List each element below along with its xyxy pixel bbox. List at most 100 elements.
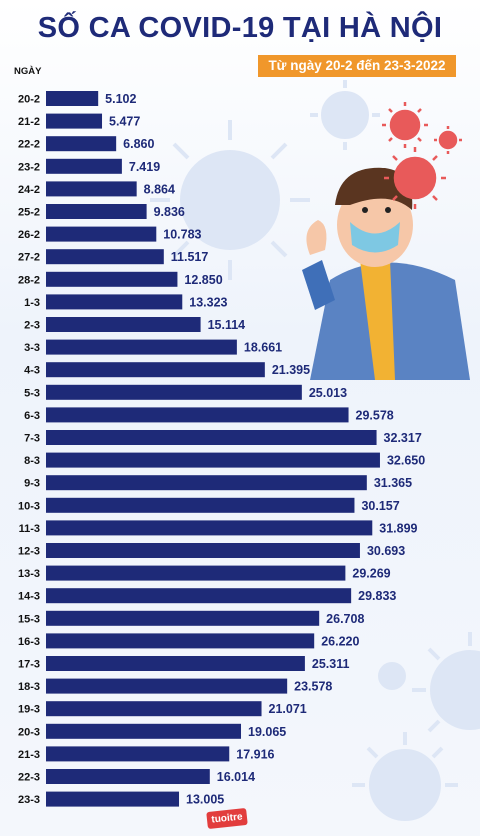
value-label: 8.864 — [144, 182, 175, 196]
y-axis-label: NGÀY — [14, 66, 42, 77]
category-label: 26-2 — [18, 229, 40, 241]
value-label: 17.916 — [236, 747, 274, 761]
category-label: 21-3 — [18, 749, 40, 761]
category-label: 22-2 — [18, 139, 40, 151]
bar — [46, 746, 230, 762]
bar — [46, 588, 352, 604]
value-label: 31.899 — [379, 521, 417, 535]
value-label: 16.014 — [217, 770, 255, 784]
category-label: 28-2 — [18, 274, 40, 286]
red-virus-icons — [382, 102, 462, 209]
value-label: 12.850 — [184, 273, 222, 287]
value-label: 18.661 — [244, 341, 282, 355]
category-label: 23-2 — [18, 161, 40, 173]
bar — [46, 384, 302, 400]
value-label: 11.517 — [171, 250, 209, 264]
bar — [46, 362, 265, 378]
value-label: 29.269 — [352, 567, 390, 581]
category-label: 24-2 — [18, 184, 40, 196]
bar — [46, 723, 242, 739]
bar — [46, 543, 360, 558]
category-label: 17-3 — [18, 659, 40, 671]
bar — [46, 226, 157, 242]
value-label: 15.114 — [208, 318, 246, 332]
bar — [46, 452, 380, 468]
category-label: 10-3 — [18, 500, 40, 512]
category-label: 1-3 — [24, 297, 40, 309]
value-label: 13.323 — [189, 295, 227, 309]
bar — [46, 91, 99, 106]
category-label: 9-3 — [24, 478, 40, 490]
category-label: 13-3 — [18, 568, 40, 580]
category-label: 16-3 — [18, 636, 40, 648]
value-label: 26.220 — [321, 634, 359, 648]
category-label: 2-3 — [24, 320, 40, 332]
bar — [46, 430, 377, 445]
value-label: 29.578 — [356, 408, 394, 422]
chart-subtitle: Từ ngày 20-2 đến 23-3-2022 — [258, 55, 456, 77]
bar — [46, 294, 183, 310]
value-label: 9.836 — [154, 205, 185, 219]
value-label: 21.071 — [269, 702, 307, 716]
bar — [46, 633, 315, 649]
category-label: 8-3 — [24, 455, 40, 467]
value-label: 32.650 — [387, 454, 425, 468]
bar — [46, 339, 237, 355]
value-label: 25.013 — [309, 386, 347, 400]
bar — [46, 407, 349, 423]
value-label: 6.860 — [123, 137, 154, 151]
category-label: 19-3 — [18, 704, 40, 716]
category-label: 21-2 — [18, 116, 40, 128]
category-label: 5-3 — [24, 387, 40, 399]
bar — [46, 271, 178, 287]
value-label: 29.833 — [358, 589, 396, 603]
bar — [46, 678, 288, 694]
category-label: 23-3 — [18, 794, 40, 806]
bar — [46, 317, 201, 332]
category-label: 20-3 — [18, 726, 40, 738]
bar — [46, 136, 117, 152]
value-label: 21.395 — [272, 363, 310, 377]
value-label: 32.317 — [384, 431, 422, 445]
bar — [46, 565, 346, 581]
bar — [46, 249, 164, 265]
bar — [46, 113, 103, 129]
bar — [46, 769, 210, 784]
value-label: 30.157 — [361, 499, 399, 513]
value-label: 7.419 — [129, 160, 160, 174]
chart-title: SỐ CA COVID-19 TẠI HÀ NỘI — [37, 12, 443, 44]
value-label: 5.102 — [105, 92, 136, 106]
category-label: 6-3 — [24, 410, 40, 422]
value-label: 26.708 — [326, 612, 364, 626]
bar — [46, 158, 122, 174]
category-label: 12-3 — [18, 546, 40, 558]
value-label: 30.693 — [367, 544, 405, 558]
category-label: 22-3 — [18, 772, 40, 784]
category-label: 27-2 — [18, 252, 40, 264]
value-label: 31.365 — [374, 476, 412, 490]
bar — [46, 475, 367, 491]
category-label: 3-3 — [24, 342, 40, 354]
bar — [46, 181, 137, 197]
category-label: 11-3 — [19, 523, 40, 535]
category-label: 15-3 — [18, 613, 40, 625]
bar — [46, 497, 355, 513]
value-label: 13.005 — [186, 793, 224, 807]
value-label: 25.311 — [312, 657, 350, 671]
bar — [46, 701, 262, 717]
bar — [46, 520, 373, 536]
value-label: 19.065 — [248, 725, 286, 739]
bar — [46, 656, 305, 671]
bar — [46, 204, 147, 219]
bar — [46, 610, 320, 626]
value-label: 10.783 — [163, 228, 201, 242]
value-label: 5.477 — [109, 115, 140, 129]
category-label: 25-2 — [18, 207, 40, 219]
category-label: 4-3 — [24, 365, 40, 377]
category-label: 14-3 — [18, 591, 40, 603]
bar — [46, 791, 180, 807]
category-label: 18-3 — [18, 681, 40, 693]
category-label: 7-3 — [24, 433, 40, 445]
